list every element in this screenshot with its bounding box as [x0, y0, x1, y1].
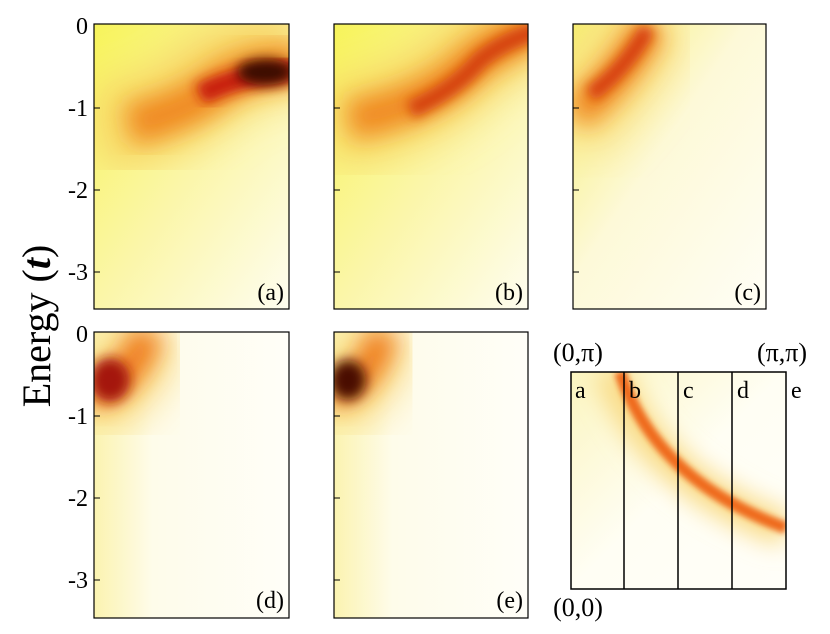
panel-d-peak — [94, 358, 130, 402]
ytick-label-a-3: -3 — [68, 260, 88, 286]
corner-label-top-right: (π,π) — [757, 338, 807, 367]
panel-b-frame — [333, 23, 529, 310]
panel-e-peak — [334, 360, 366, 400]
y-axis-label-close: ) — [14, 245, 59, 258]
panel-label-e: (e) — [496, 588, 523, 614]
panel-label-b: (b) — [495, 280, 523, 306]
ytick-label-d-1: -1 — [68, 404, 88, 430]
y-axis-label: Energy (t) — [14, 245, 59, 408]
fermi-surface-band — [614, 372, 786, 534]
y-axis-label-main: Energy ( — [14, 269, 59, 407]
panel-e-frame — [333, 331, 529, 619]
ytick-label-d-2: -2 — [68, 486, 88, 512]
y-axis-label-italic: t — [14, 256, 59, 269]
cut-label-e: e — [791, 378, 802, 404]
panel-c — [573, 24, 766, 309]
ytick-label-d-0: 0 — [76, 322, 88, 348]
panel-e — [334, 332, 528, 618]
cut-label-c: c — [683, 378, 694, 404]
panel-c-ticks — [573, 107, 579, 273]
panel-e-ticks — [334, 415, 340, 581]
corner-label-top-left: (0,π) — [553, 338, 603, 367]
ytick-label-a-1: -1 — [68, 96, 88, 122]
panel-b-ticks — [334, 107, 340, 273]
panel-label-a: (a) — [257, 280, 284, 306]
panel-d-ticks — [94, 415, 100, 581]
panel-c-frame — [572, 23, 767, 310]
panel-d-frame — [93, 331, 290, 619]
cut-label-a: a — [575, 378, 586, 404]
ytick-label-d-3: -3 — [68, 568, 88, 594]
panel-a-peak — [237, 59, 289, 85]
cut-label-b: b — [629, 378, 641, 404]
panel-label-c: (c) — [734, 280, 761, 306]
corner-label-bottom-left: (0,0) — [553, 593, 603, 622]
panel-c-core — [585, 24, 656, 102]
panel-a-frame — [93, 23, 290, 310]
cut-label-d: d — [737, 378, 749, 404]
panel-a-ticks — [94, 107, 100, 273]
panel-b — [334, 24, 528, 309]
ytick-label-a-2: -2 — [68, 178, 88, 204]
panel-b-core — [406, 24, 528, 119]
ytick-label-a-0: 0 — [76, 14, 88, 40]
panel-a — [94, 24, 289, 309]
panel-label-d: (d) — [256, 588, 284, 614]
panel-d — [94, 332, 289, 618]
